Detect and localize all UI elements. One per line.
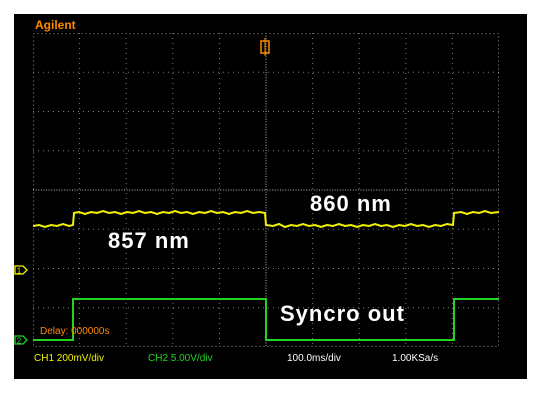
oscilloscope-screen (14, 14, 527, 379)
brand-label: Agilent (35, 18, 76, 32)
ch1-scale-readout: CH1 200mV/div (34, 353, 105, 364)
waveform-display (33, 33, 499, 347)
timebase-readout: 100.0ms/div (287, 353, 341, 364)
trace1-low-label: 857 nm (108, 228, 190, 253)
trace1-high-label: 860 nm (310, 191, 392, 216)
ch2-scale-readout: CH2 5.00V/div (148, 353, 213, 364)
graticule-center-axes (33, 33, 499, 347)
trigger-marker-icon[interactable] (260, 38, 270, 56)
ch2-ground-marker-icon[interactable]: 2 (14, 335, 28, 345)
ch2-trace (33, 298, 499, 341)
delay-readout: Delay: 000000s (40, 326, 110, 337)
ch1-ground-marker-icon[interactable]: 1 (14, 265, 28, 275)
ch1-marker-text: 1 (17, 267, 22, 276)
ch1-trace (33, 209, 499, 229)
ch2-marker-text: 2 (17, 337, 22, 346)
trace2-label: Syncro out (280, 301, 405, 326)
sample-rate-readout: 1.00KSa/s (392, 353, 439, 364)
